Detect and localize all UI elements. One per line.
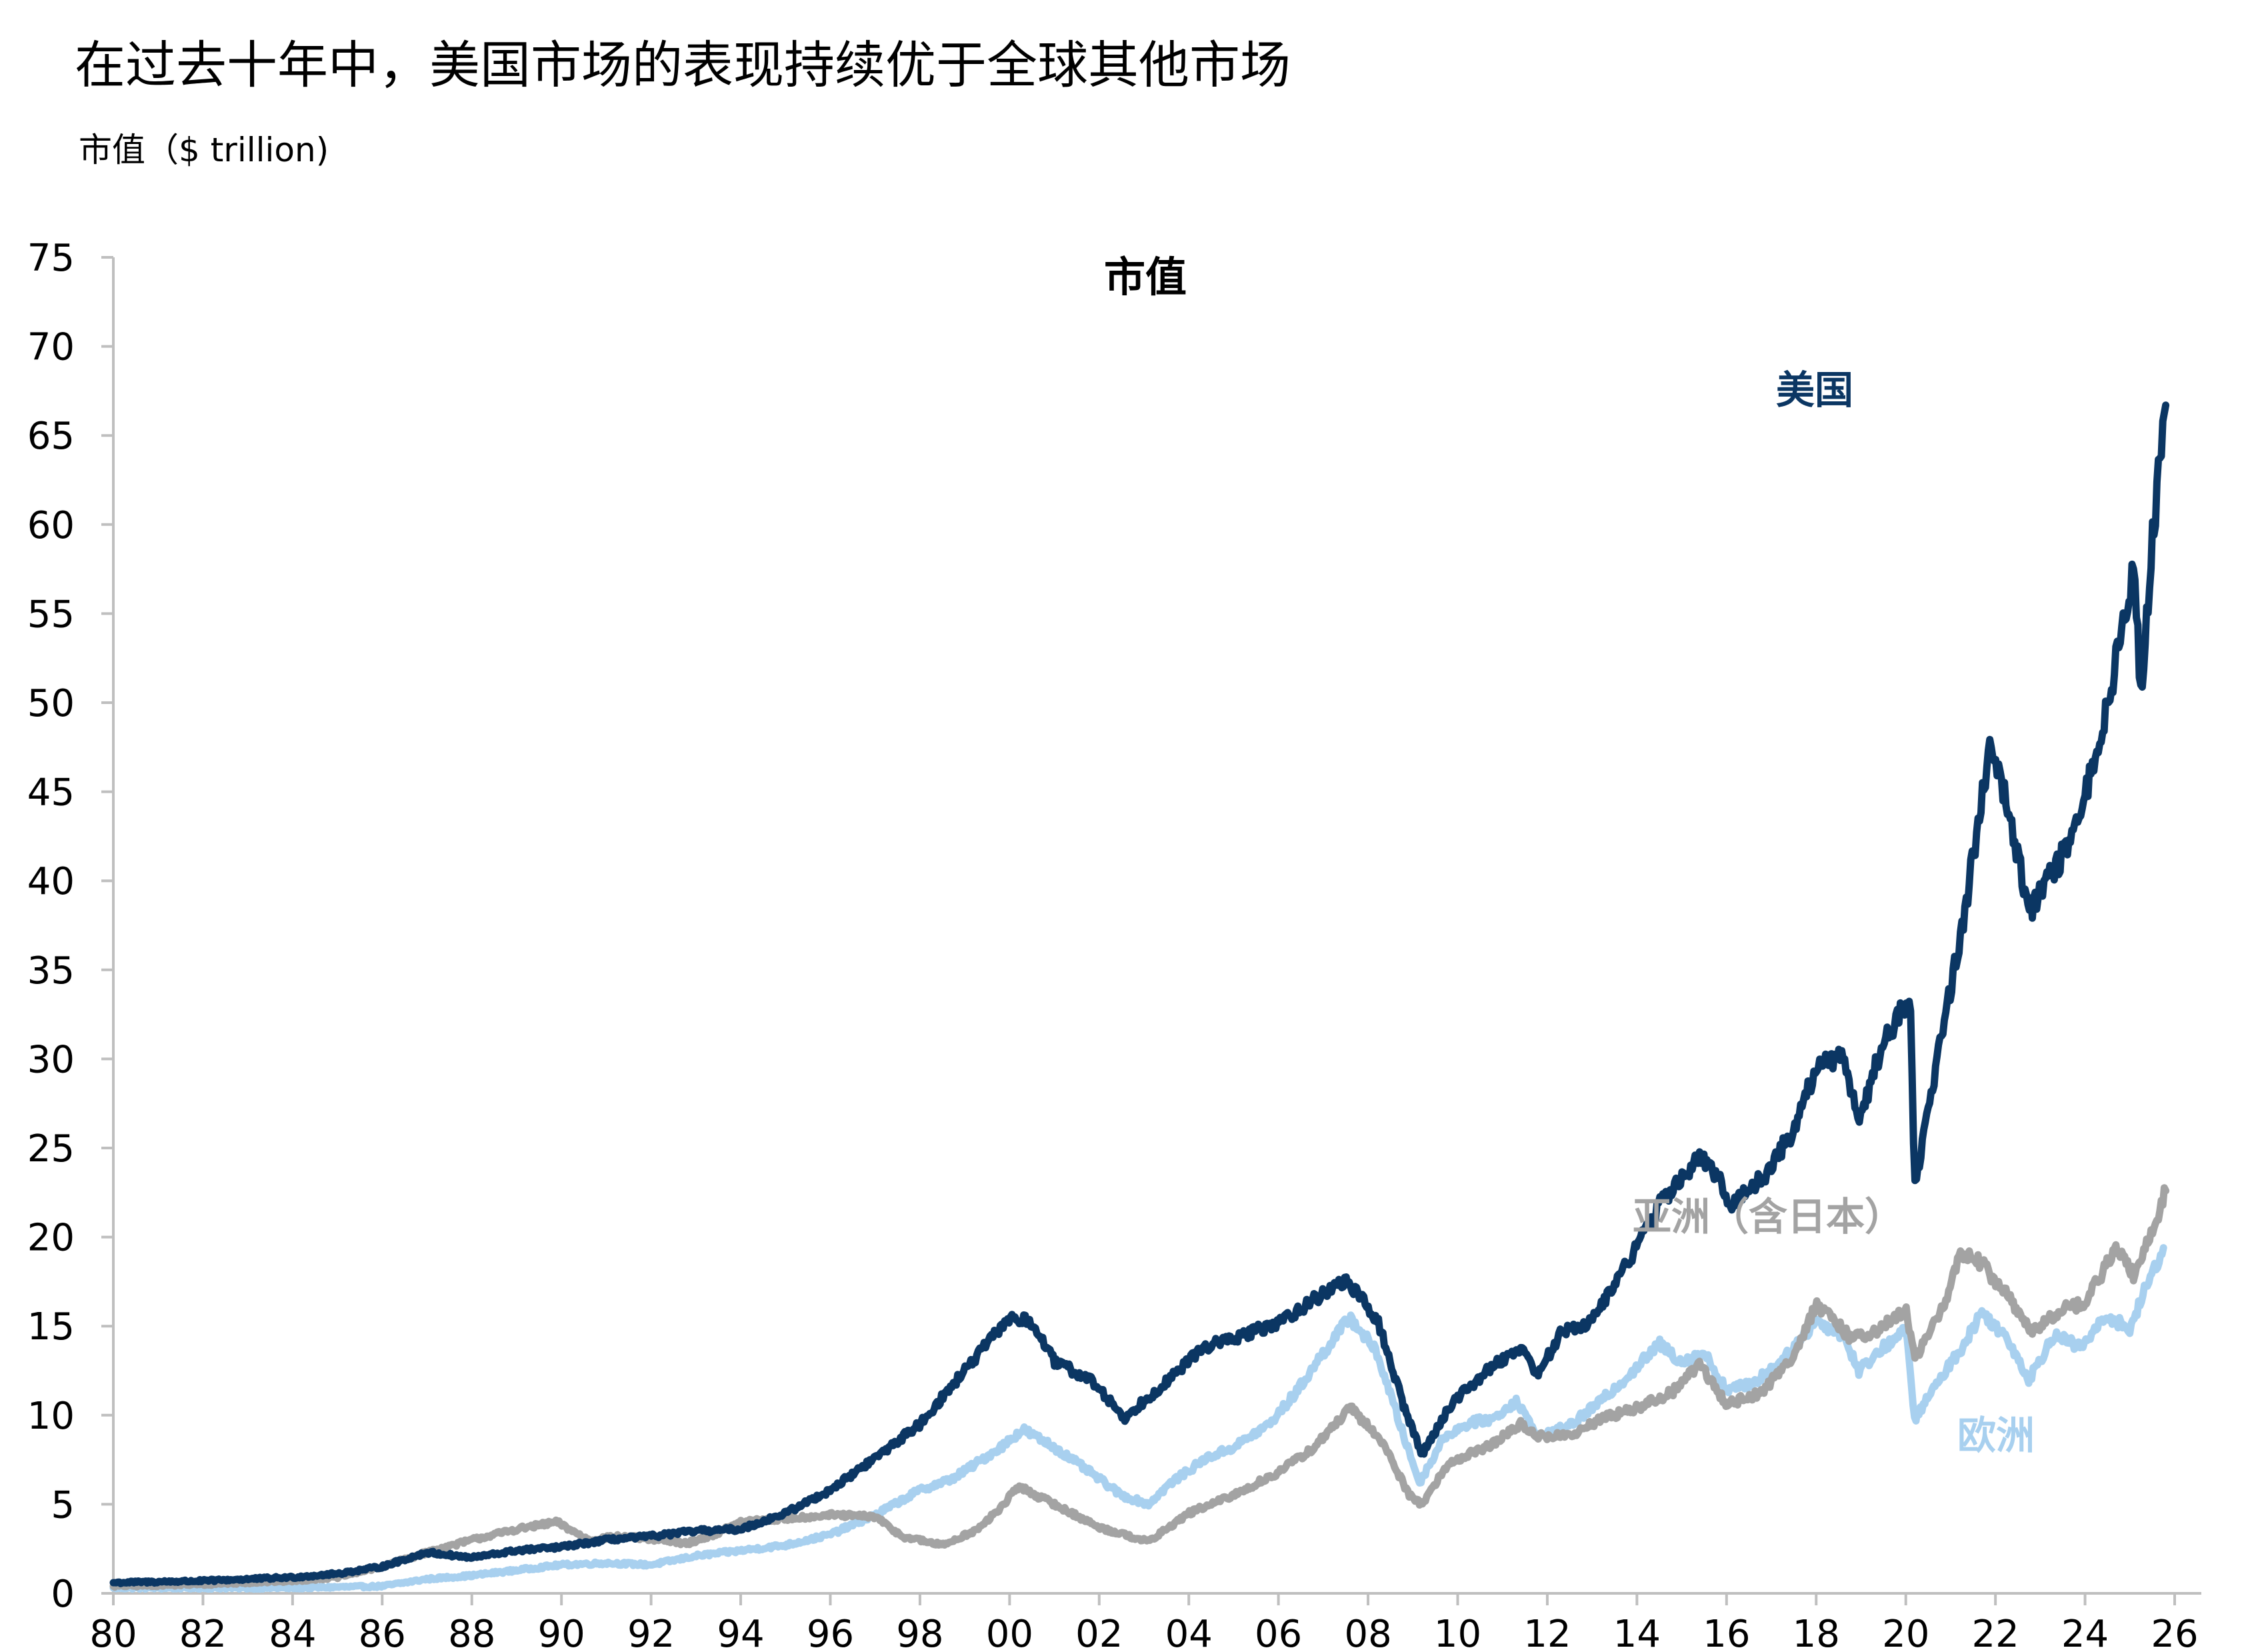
x-tick-label: 06 <box>1255 1613 1302 1652</box>
series-line <box>109 401 2170 1587</box>
x-tick-label: 08 <box>1344 1613 1391 1652</box>
x-tick-label: 92 <box>627 1613 675 1652</box>
y-tick-label: 35 <box>27 949 75 993</box>
x-tick-label: 86 <box>359 1613 406 1652</box>
x-tick-label: 24 <box>2061 1613 2109 1652</box>
y-tick-label: 20 <box>27 1217 75 1260</box>
chart-title: 市值 <box>1104 253 1187 301</box>
x-tick-label: 82 <box>179 1613 227 1652</box>
y-tick-label: 15 <box>27 1305 75 1349</box>
x-tick-label: 96 <box>807 1613 854 1652</box>
x-tick-label: 18 <box>1793 1613 1840 1652</box>
y-tick-label: 55 <box>27 593 75 636</box>
x-tick-label: 26 <box>2151 1613 2198 1652</box>
x-tick-label: 04 <box>1165 1613 1213 1652</box>
y-tick-label: 25 <box>27 1127 75 1171</box>
series-label: 亚洲（含日本） <box>1633 1194 1903 1239</box>
x-tick-label: 20 <box>1882 1613 1929 1652</box>
y-tick-label: 50 <box>27 682 75 725</box>
y-tick-label: 65 <box>27 415 75 458</box>
x-tick-label: 88 <box>448 1613 495 1652</box>
page-title: 在过去十年中，美国市场的表现持续优于全球其他市场 <box>75 35 1291 95</box>
x-tick-label: 90 <box>538 1613 585 1652</box>
x-tick-label: 10 <box>1434 1613 1481 1652</box>
x-tick-label: 00 <box>986 1613 1033 1652</box>
y-tick-label: 30 <box>27 1038 75 1081</box>
y-tick-label: 5 <box>51 1483 75 1527</box>
y-tick-label: 40 <box>27 860 75 903</box>
x-tick-label: 02 <box>1075 1613 1123 1652</box>
x-tick-label: 12 <box>1523 1613 1571 1652</box>
x-tick-label: 94 <box>717 1613 764 1652</box>
page-subtitle: 市值（$ trillion) <box>79 131 329 169</box>
y-tick-label: 60 <box>27 504 75 547</box>
x-tick-label: 22 <box>1971 1613 2019 1652</box>
y-tick-label: 75 <box>27 237 75 280</box>
y-tick-label: 10 <box>27 1395 75 1438</box>
series-line <box>109 1244 2167 1593</box>
x-tick-label: 80 <box>89 1613 137 1652</box>
x-tick-label: 14 <box>1613 1613 1661 1652</box>
x-tick-label: 16 <box>1703 1613 1750 1652</box>
x-tick-label: 84 <box>269 1613 316 1652</box>
series-label: 美国 <box>1776 367 1853 413</box>
y-tick-label: 45 <box>27 771 75 815</box>
y-tick-label: 70 <box>27 326 75 369</box>
series-labels: 欧洲 亚洲（含日本） 美国 <box>1633 367 2035 1458</box>
series-line <box>109 1184 2170 1591</box>
axes: 0 5 10 15 20 25 30 35 40 45 50 55 60 65 70 75 80 82 84 86 88… <box>27 237 2201 1652</box>
series-layer <box>109 401 2170 1593</box>
y-tick-label: 0 <box>51 1573 75 1616</box>
series-label: 欧洲 <box>1957 1413 2035 1458</box>
x-tick-label: 98 <box>896 1613 943 1652</box>
